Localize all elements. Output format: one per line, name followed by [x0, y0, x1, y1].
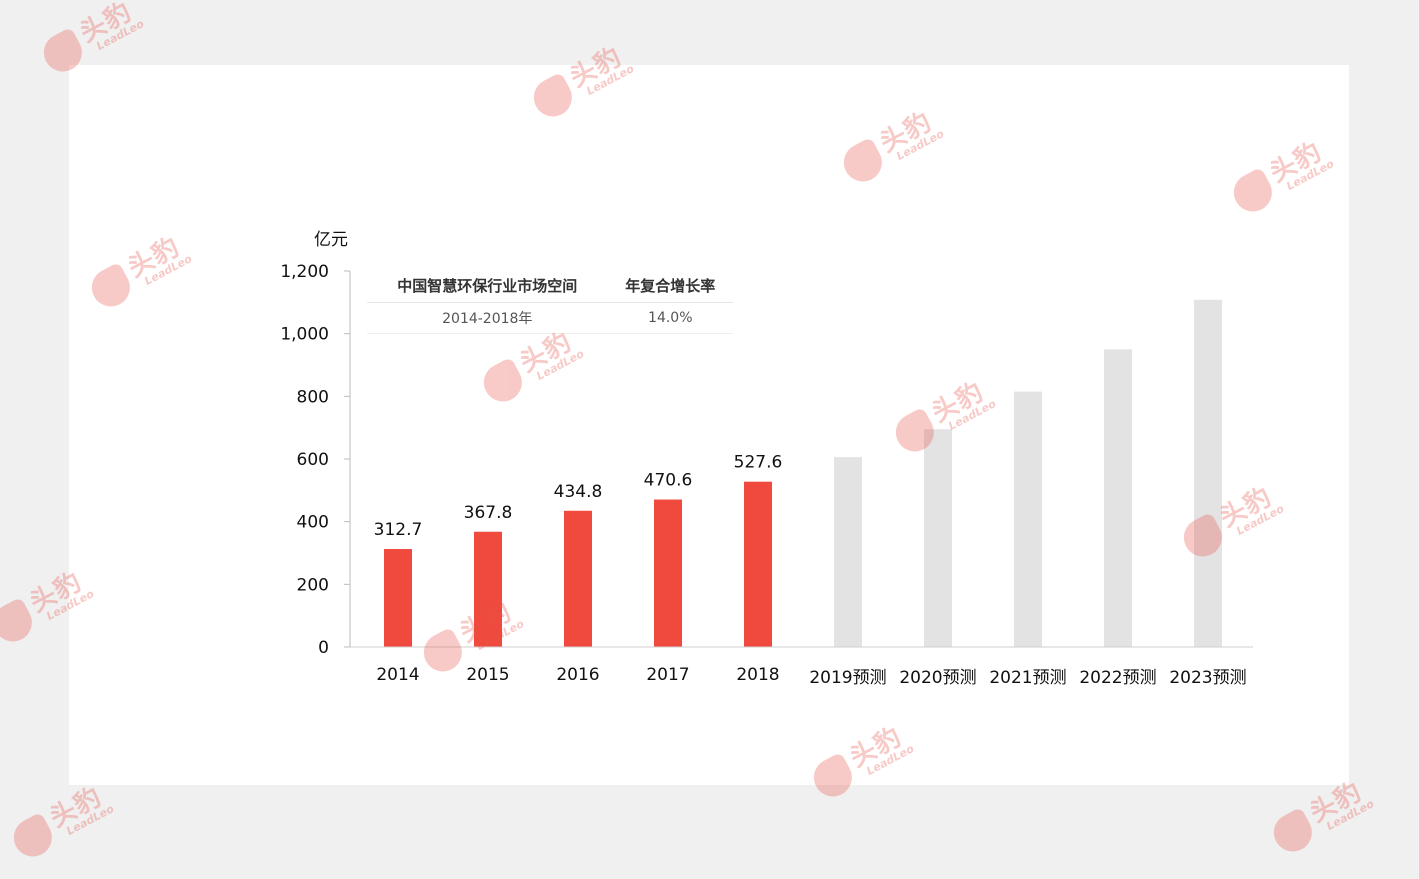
bar-actual — [744, 481, 772, 647]
y-tick-label: 400 — [297, 513, 329, 533]
x-category-label: 2018 — [736, 665, 779, 685]
bar-actual — [474, 531, 502, 647]
chart-card: 亿元 0 200 400 600 800 1,000 1,200 312.7 367.8 434… — [69, 65, 1349, 785]
table-cell-period: 2014-2018年 — [367, 302, 608, 334]
x-category-label: 2022预测 — [1079, 668, 1156, 688]
bar-forecast — [924, 429, 952, 647]
x-category-label: 2015 — [466, 665, 509, 685]
x-category-label: 2020预测 — [899, 668, 976, 688]
y-tick-label: 200 — [297, 575, 329, 595]
bar-actual — [564, 510, 592, 647]
bar-actual — [384, 549, 412, 647]
x-category-label: 2016 — [556, 665, 599, 685]
y-tick-label: 800 — [297, 387, 329, 407]
x-category-label: 2017 — [646, 665, 689, 685]
bar-value-label: 367.8 — [464, 503, 513, 523]
table-row: 2014-2018年 14.0% — [367, 302, 733, 334]
table-header-cagr: 年复合增长率 — [607, 269, 733, 303]
bar-chart: 亿元 0 200 400 600 800 1,000 1,200 312.7 367.8 434… — [280, 230, 1253, 688]
y-tick-label: 0 — [318, 638, 329, 658]
bar-actual — [654, 499, 682, 647]
x-category-label: 2019预测 — [809, 668, 886, 688]
x-category-label: 2014 — [376, 665, 419, 685]
bar-value-label: 527.6 — [734, 453, 783, 473]
table-cell-rate: 14.0% — [607, 302, 733, 334]
y-unit-label: 亿元 — [314, 230, 348, 250]
x-category-label: 2021预测 — [989, 668, 1066, 688]
bar-forecast — [1194, 299, 1222, 647]
bar-forecast — [834, 457, 862, 647]
bar-value-label: 470.6 — [644, 471, 693, 491]
bar-value-label: 312.7 — [374, 520, 423, 540]
bar-forecast — [1104, 349, 1132, 647]
y-tick-label: 600 — [297, 450, 329, 470]
y-tick-label: 1,200 — [280, 262, 329, 282]
bar-value-label: 434.8 — [554, 482, 603, 502]
table-header-row: 中国智慧环保行业市场空间 年复合增长率 — [367, 269, 733, 303]
y-tick-label: 1,000 — [280, 325, 329, 345]
cagr-table: 中国智慧环保行业市场空间 年复合增长率 2014-2018年 14.0% — [367, 269, 733, 334]
table-header-market: 中国智慧环保行业市场空间 — [367, 269, 608, 303]
x-category-label: 2023预测 — [1169, 668, 1246, 688]
bar-forecast — [1014, 391, 1042, 647]
